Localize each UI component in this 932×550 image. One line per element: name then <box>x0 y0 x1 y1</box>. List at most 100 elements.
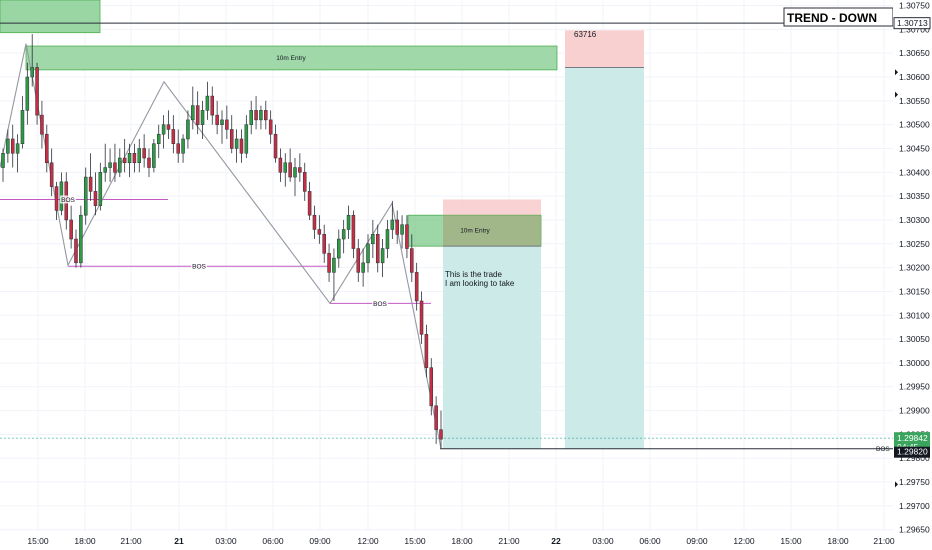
x-tick-label: 21:00 <box>873 536 895 546</box>
candle-body <box>88 176 93 192</box>
axis-arrow-marker <box>895 91 898 98</box>
y-tick-label: 1.30200 <box>899 263 930 273</box>
candle-body <box>356 248 361 273</box>
candle-body <box>30 67 34 78</box>
candle-body <box>419 300 424 335</box>
candle-body <box>439 429 443 440</box>
x-tick-label: 21 <box>174 536 184 546</box>
x-tick-label: 21:00 <box>120 536 142 546</box>
candle-body <box>186 119 190 140</box>
time-axis-bg <box>0 532 932 550</box>
candle-body <box>137 148 142 164</box>
candle-body <box>239 138 244 154</box>
x-tick-label: 15:00 <box>404 536 426 546</box>
candle-body <box>113 162 117 173</box>
position-value-label: 63716 <box>574 30 597 39</box>
candle-body <box>161 124 166 135</box>
candle-body <box>278 157 283 173</box>
trade-2-stop-zone <box>565 30 644 68</box>
y-tick-label: 1.30100 <box>899 310 930 320</box>
bos-label-1-bg <box>60 195 76 204</box>
candle-body <box>317 229 322 235</box>
candle-body <box>259 110 263 121</box>
x-tick-label: 18:00 <box>827 536 849 546</box>
y-tick-label: 1.30350 <box>899 191 930 201</box>
candle-body <box>69 219 73 240</box>
y-tick-label: 1.30050 <box>899 334 930 344</box>
y-tick-label: 1.30750 <box>899 1 930 11</box>
candle-body <box>195 105 200 125</box>
candle-body <box>49 162 54 187</box>
x-tick-label: 09:00 <box>686 536 708 546</box>
y-tick-label: 1.29800 <box>899 453 930 463</box>
candle-body <box>210 95 215 116</box>
y-tick-label: 1.29650 <box>899 525 930 535</box>
candle-body <box>380 248 385 264</box>
y-tick-label: 1.30150 <box>899 286 930 296</box>
y-tick-label: 1.29700 <box>899 501 930 511</box>
candle-body <box>108 162 112 168</box>
candle-body <box>361 262 365 273</box>
candle-body <box>351 214 356 249</box>
chart-zones <box>0 0 644 449</box>
trade-2-target-zone <box>565 67 644 449</box>
candle-body <box>229 129 234 149</box>
candle-body <box>10 138 15 154</box>
candle-body <box>288 162 292 178</box>
bos-label-2: BOS <box>192 264 206 271</box>
y-tick-label: 1.29900 <box>899 406 930 416</box>
y-tick-label: 1.30600 <box>899 72 930 82</box>
candle-body <box>118 157 122 173</box>
candle-body <box>346 214 351 230</box>
candle-body <box>395 219 399 235</box>
candle-body <box>25 76 30 111</box>
x-tick-label: 03:00 <box>592 536 614 546</box>
x-tick-label: 03:00 <box>215 536 237 546</box>
candle-body <box>390 219 395 230</box>
trade-1-target-zone <box>443 246 541 449</box>
candle-body <box>225 119 229 130</box>
price-tag-level-bg <box>893 17 931 30</box>
candle-body <box>264 110 268 121</box>
candle-body <box>6 138 10 154</box>
candle-body <box>337 238 341 259</box>
candle-body <box>166 124 171 130</box>
candle-body <box>20 110 25 144</box>
candle-body <box>385 229 390 249</box>
candle-body <box>152 143 156 168</box>
candle-body <box>366 243 370 264</box>
x-tick-label: 12:00 <box>357 536 379 546</box>
price-tag-low-bg <box>894 446 930 458</box>
candle-body <box>127 153 132 164</box>
candle-body <box>244 124 249 154</box>
entry-zone-2-overlap <box>443 215 541 247</box>
candle-body <box>176 143 180 154</box>
x-tick-label: 18:00 <box>451 536 473 546</box>
y-tick-label: 1.30450 <box>899 143 930 153</box>
candle-body <box>35 67 39 116</box>
entry-zone-1 <box>25 45 558 71</box>
candle-body <box>220 119 224 125</box>
bos-label-3-bg <box>372 299 388 308</box>
candle-body <box>268 119 273 135</box>
candle-body <box>249 110 253 125</box>
candle-body <box>147 157 151 168</box>
candle-body <box>341 229 346 240</box>
candle-body <box>322 234 326 254</box>
zigzag-swing-line <box>0 43 442 449</box>
top-left-entry-zone <box>0 0 101 34</box>
candle-body <box>156 133 161 144</box>
candle-body <box>45 133 49 164</box>
candle-body <box>171 129 176 144</box>
y-tick-label: 1.30550 <box>899 96 930 106</box>
trend-label: TREND - DOWN <box>787 11 877 25</box>
candle-body <box>234 138 239 149</box>
chart-candles <box>1 34 443 449</box>
y-tick-label: 1.30250 <box>899 239 930 249</box>
y-tick-label: 1.30500 <box>899 120 930 130</box>
candle-body <box>15 143 20 154</box>
price-tag-current: 1.29842 <box>897 433 928 443</box>
candle-body <box>254 110 258 121</box>
